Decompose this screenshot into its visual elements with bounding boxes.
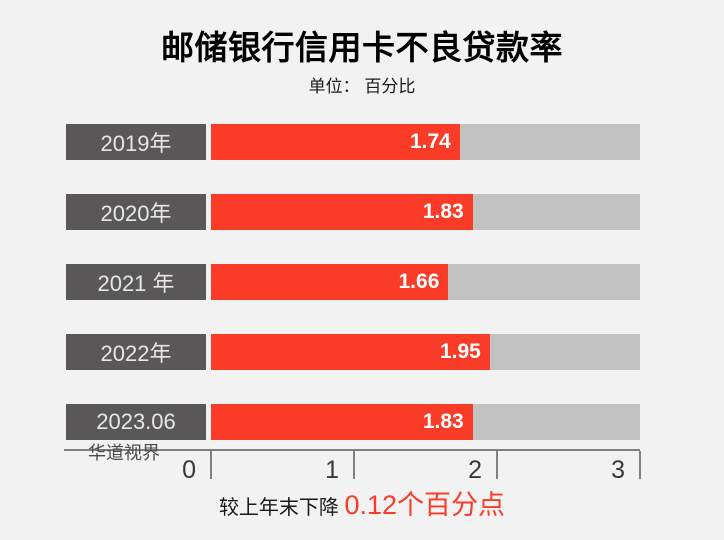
- bar-fill: 1.95: [211, 334, 490, 370]
- bar-value-label: 1.83: [422, 200, 464, 223]
- footnote-text: 较上年末下降: [218, 497, 345, 519]
- bar-fill: 1.83: [211, 194, 473, 230]
- axis-tick: [496, 451, 498, 479]
- axis-tick: [353, 451, 355, 479]
- chart-unit-subtitle: 单位： 百分比: [308, 77, 416, 96]
- bar-track: 1.95: [211, 334, 640, 370]
- bar-fill: 1.66: [211, 264, 449, 300]
- bar-fill: 1.83: [211, 404, 473, 440]
- category-label: 2023.06: [66, 404, 206, 440]
- bar-track: 1.74: [211, 124, 640, 160]
- bar-track: 1.83: [211, 404, 640, 440]
- axis-tick: [210, 451, 212, 479]
- bar-row: 2020年 1.83: [66, 194, 640, 230]
- footnote-highlight: 0.12个百分点: [344, 490, 506, 520]
- bar-value-label: 1.83: [422, 410, 464, 433]
- bar-chart-area: 2019年 1.74 2020年 1.83 2021 年 1.66 2022年 1.95 202…: [66, 124, 640, 474]
- axis-tick-label: 2: [468, 456, 482, 484]
- bar-row: 2021 年 1.66: [66, 264, 640, 300]
- category-label: 2019年: [66, 124, 206, 160]
- axis-tick-label: 1: [325, 456, 339, 484]
- bar-value-label: 1.66: [398, 270, 440, 293]
- bar-row: 2022年 1.95: [66, 334, 640, 370]
- bar-fill: 1.74: [211, 124, 460, 160]
- watermark: 华道视界: [88, 443, 160, 463]
- chart-title: 邮储银行信用卡不良贷款率: [161, 29, 563, 66]
- bar-value-label: 1.95: [439, 340, 481, 363]
- bar-row: 2019年 1.74: [66, 124, 640, 160]
- x-axis-line: [64, 449, 640, 451]
- category-label: 2021 年: [66, 264, 206, 300]
- bar-track: 1.66: [211, 264, 640, 300]
- axis-tick-label: 3: [611, 456, 625, 484]
- category-label: 2020年: [66, 194, 206, 230]
- bar-value-label: 1.74: [409, 130, 451, 153]
- bar-track: 1.83: [211, 194, 640, 230]
- axis-tick: [639, 451, 641, 479]
- footnote: 较上年末下降 0.12个百分点: [0, 489, 724, 526]
- x-axis: 0 1 2 3: [64, 449, 641, 484]
- category-label: 2022年: [66, 334, 206, 370]
- axis-tick-label: 0: [182, 456, 196, 484]
- bar-row: 2023.06 1.83: [66, 404, 640, 440]
